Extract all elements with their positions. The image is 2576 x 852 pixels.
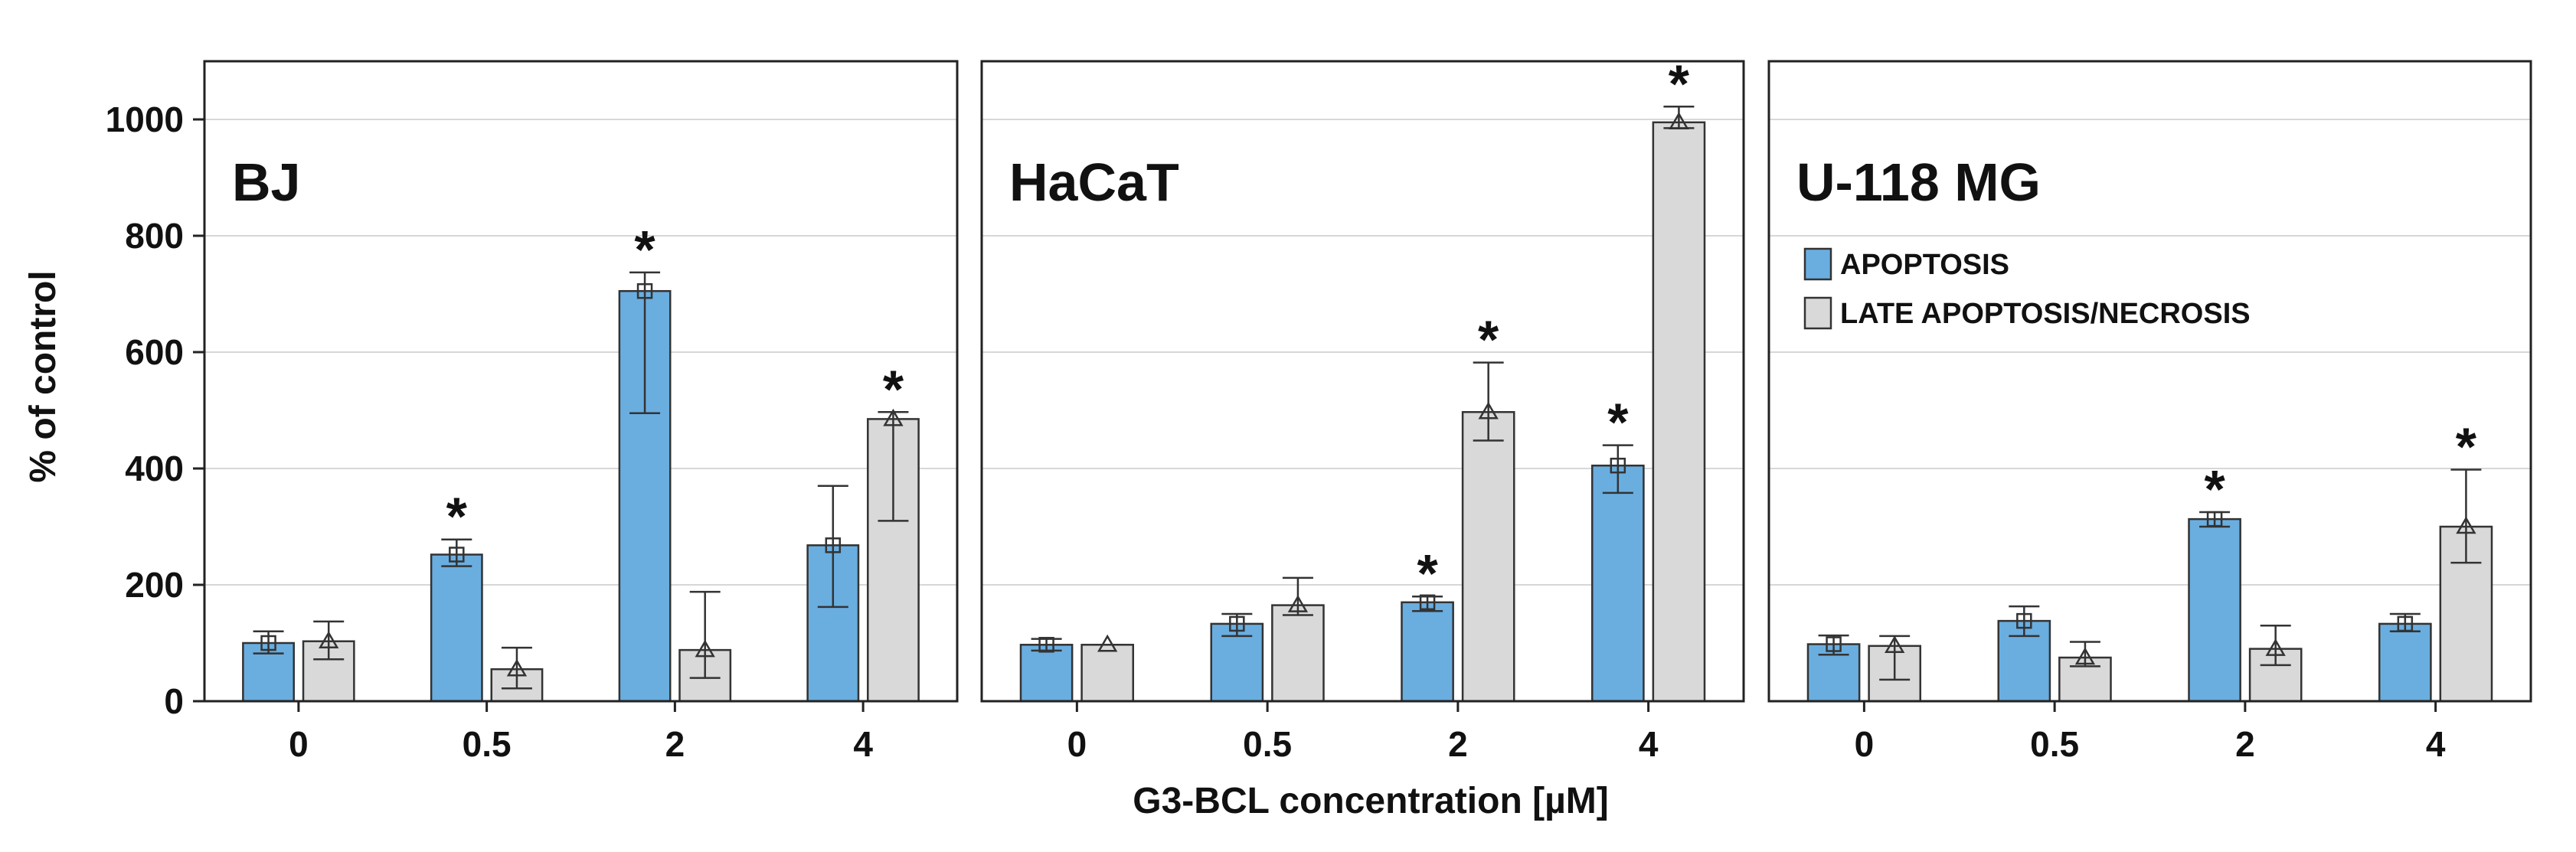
y-tick-label: 0 — [164, 681, 184, 721]
bar-apoptosis — [1019, 644, 1074, 703]
legend-swatch — [1803, 247, 1832, 281]
y-tick-label: 200 — [125, 565, 184, 605]
bar-apoptosis — [1590, 464, 1645, 703]
significance-star: * — [446, 487, 468, 547]
triangle-marker — [1097, 634, 1118, 652]
triangle-marker — [695, 639, 715, 658]
significance-star: * — [1478, 310, 1499, 370]
square-marker — [1229, 615, 1245, 632]
triangle-marker — [883, 408, 904, 426]
legend-label: APOPTOSIS — [1840, 249, 2009, 281]
panel-bj: 0 * 0.5 * 2 * 4 BJ — [203, 60, 959, 764]
x-tick-label: 0 — [1855, 724, 1875, 764]
bar-late-apoptosis-necrosis — [1652, 121, 1706, 703]
square-marker — [2397, 615, 2414, 632]
square-marker — [2206, 511, 2223, 527]
legend: APOPTOSIS LATE APOPTOSIS/NECROSIS — [1803, 247, 2251, 330]
panel-title: U-118 MG — [1796, 152, 2041, 212]
y-tick-label: 600 — [125, 332, 184, 372]
significance-star: * — [883, 359, 904, 419]
significance-star: * — [1669, 54, 1690, 113]
legend-swatch — [1803, 296, 1832, 330]
panel-frame — [980, 60, 1745, 703]
square-marker — [260, 635, 276, 651]
x-tick-label: 2 — [2235, 724, 2255, 764]
x-tick-label: 0.5 — [463, 724, 512, 764]
significance-star: * — [1607, 393, 1629, 452]
bar-late-apoptosis-necrosis — [1271, 604, 1325, 703]
triangle-marker — [1669, 112, 1689, 130]
significance-star: * — [634, 220, 655, 279]
square-marker — [825, 537, 842, 553]
triangle-marker — [506, 658, 528, 677]
bar-apoptosis — [1401, 601, 1454, 703]
triangle-marker — [1287, 595, 1309, 612]
y-axis-title: % of control — [23, 270, 64, 482]
y-axis: 0 200 400 600 800 1000 — [106, 100, 204, 721]
panel-hacat: 0 0.5 * * 2 * * 4 HaCaT — [980, 54, 1745, 764]
x-tick-label: 2 — [1448, 724, 1468, 764]
bar-late-apoptosis-necrosis — [1080, 644, 1135, 703]
triangle-marker — [2265, 638, 2286, 656]
x-tick-label: 4 — [1639, 724, 1659, 764]
x-tick-label: 0 — [289, 724, 309, 764]
y-tick-label: 400 — [125, 449, 184, 488]
significance-star: * — [2456, 417, 2477, 477]
x-tick-label: 4 — [2426, 724, 2446, 764]
panel-frame — [203, 60, 959, 703]
x-tick-label: 4 — [853, 724, 873, 764]
triangle-marker — [1478, 401, 1499, 419]
triangle-marker — [319, 631, 339, 648]
legend-label: LATE APOPTOSIS/NECROSIS — [1840, 298, 2251, 330]
triangle-marker — [2074, 647, 2096, 665]
bar-apoptosis — [430, 553, 483, 703]
x-tick-label: 0 — [1067, 724, 1087, 764]
bar-apoptosis — [2188, 517, 2241, 703]
x-tick-label: 0.5 — [2030, 724, 2079, 764]
square-marker — [1610, 457, 1626, 474]
bar-apoptosis — [1210, 622, 1264, 703]
bar-apoptosis — [1806, 643, 1861, 703]
x-tick-label: 2 — [665, 724, 685, 764]
panels-layer: 0 * 0.5 * 2 * 4 BJ 0 0.5 * * 2 * * 4 HaCaT 0 0.5 * 2 * 4 U-118 … — [203, 54, 2532, 764]
square-marker — [1419, 594, 1436, 611]
panel-frame — [1767, 60, 2532, 703]
panel-title: BJ — [232, 152, 300, 212]
square-marker — [2016, 612, 2032, 629]
bar-apoptosis — [2378, 622, 2432, 703]
panel-u-118-mg: 0 0.5 * 2 * 4 U-118 MG APOPTOSIS LATE APOPTOSIS/… — [1767, 60, 2532, 764]
square-marker — [636, 282, 653, 299]
triangle-marker — [1885, 635, 1905, 654]
square-marker — [449, 547, 465, 563]
y-tick-label: 800 — [125, 216, 184, 256]
significance-star: * — [1417, 544, 1438, 603]
panel-title: HaCaT — [1009, 152, 1179, 212]
significance-star: * — [2204, 459, 2225, 519]
triangle-marker — [2456, 516, 2476, 534]
y-tick-label: 1000 — [106, 100, 184, 139]
square-marker — [1038, 637, 1054, 653]
x-tick-label: 0.5 — [1243, 724, 1292, 764]
bar-late-apoptosis-necrosis — [1461, 411, 1515, 703]
square-marker — [1826, 636, 1842, 652]
x-axis-title: G3-BCL concentration [µM] — [1133, 781, 1608, 821]
